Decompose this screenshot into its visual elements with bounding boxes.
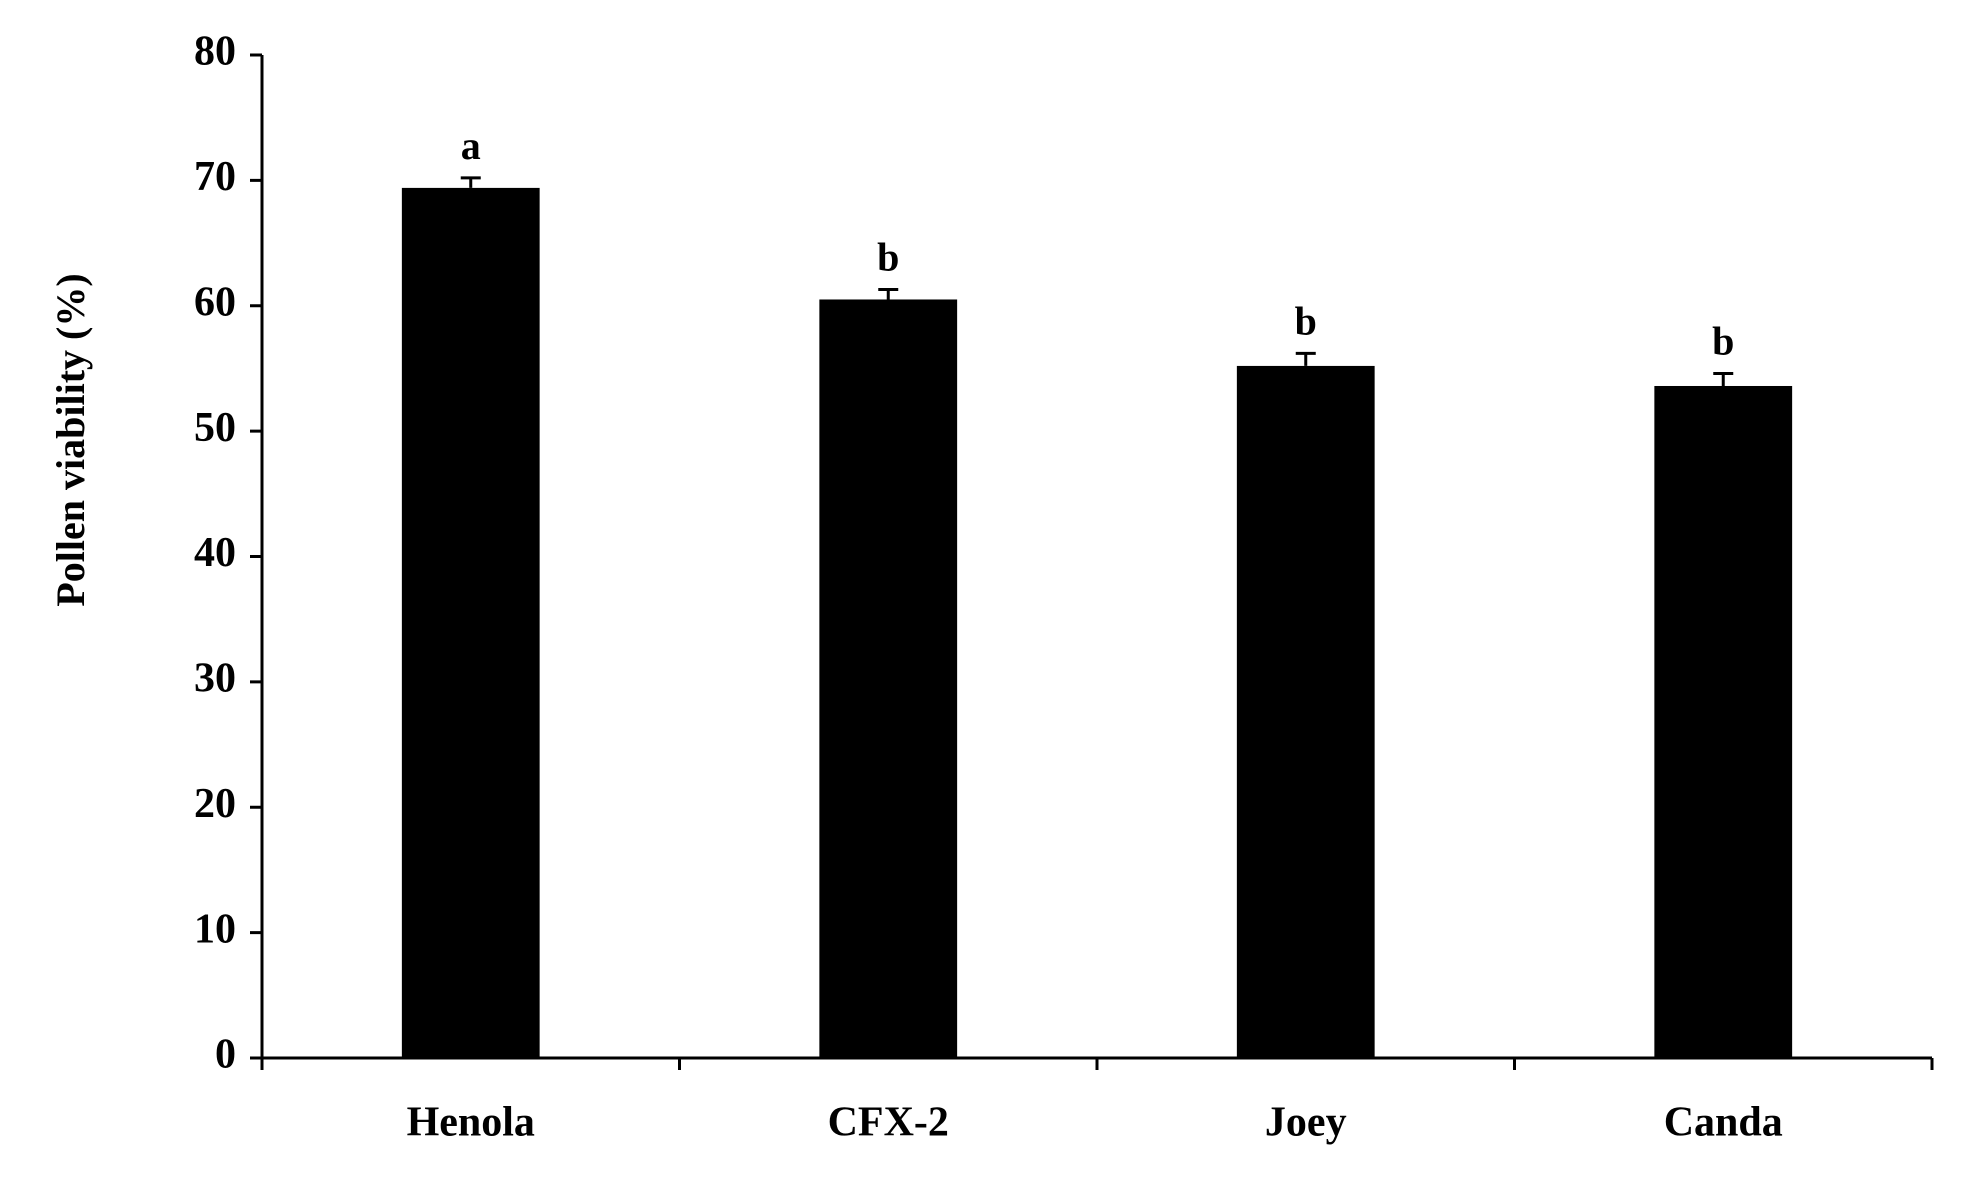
y-tick-label: 0 xyxy=(215,1032,236,1078)
x-tick-label: Henola xyxy=(407,1100,535,1146)
significance-label: b xyxy=(1295,299,1317,344)
y-tick-label: 30 xyxy=(194,656,236,702)
significance-label: b xyxy=(877,235,899,280)
bar xyxy=(401,187,540,1058)
y-tick-label: 50 xyxy=(194,405,236,451)
error-bar xyxy=(878,287,899,300)
x-tick-label: Joey xyxy=(1265,1100,1347,1146)
y-axis-label: Pollen viability (%) xyxy=(48,273,93,606)
bar xyxy=(819,299,958,1058)
y-tick-label: 70 xyxy=(194,154,236,200)
significance-label: b xyxy=(1712,319,1734,364)
x-tick-label: CFX-2 xyxy=(828,1100,949,1146)
y-tick-label: 20 xyxy=(194,781,236,827)
y-tick-label: 40 xyxy=(194,530,236,576)
y-tick-label: 80 xyxy=(194,29,236,75)
y-tick-label: 10 xyxy=(194,906,236,952)
error-bar xyxy=(460,176,481,188)
error-bar xyxy=(1295,351,1316,366)
y-tick-label: 60 xyxy=(194,279,236,325)
error-bar xyxy=(1713,371,1734,386)
significance-label: a xyxy=(461,123,481,168)
x-tick-label: Canda xyxy=(1664,1100,1783,1146)
bar xyxy=(1654,385,1793,1058)
bar xyxy=(1236,365,1375,1058)
